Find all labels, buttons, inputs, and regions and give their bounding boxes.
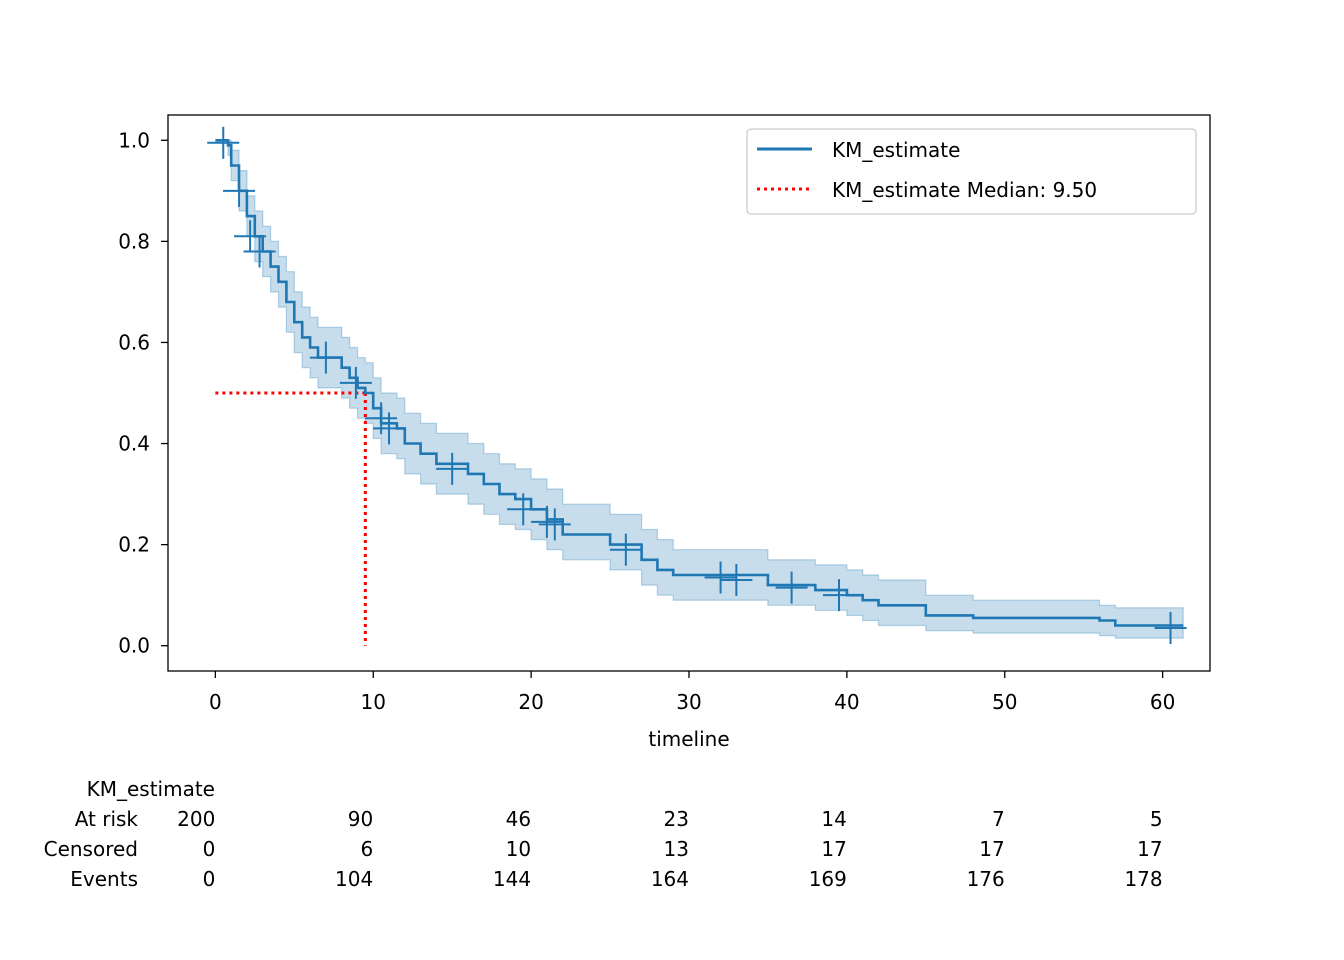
y-tick-label: 0.8 bbox=[118, 229, 150, 253]
at-risk-cell: 169 bbox=[809, 867, 847, 891]
censor-mark bbox=[704, 561, 737, 594]
at-risk-cell: 5 bbox=[1150, 807, 1163, 831]
censor-mark bbox=[775, 571, 808, 604]
at-risk-table: KM_estimate At risk 200 90 46 23 14 7 5 Censored… bbox=[44, 777, 1163, 891]
censor-mark bbox=[822, 579, 855, 612]
at-risk-row-label: Events bbox=[70, 867, 138, 891]
legend-label-estimate: KM_estimate bbox=[832, 138, 960, 162]
at-risk-cell: 17 bbox=[979, 837, 1004, 861]
at-risk-table-title: KM_estimate bbox=[87, 777, 215, 801]
x-tick-label: 10 bbox=[361, 690, 386, 714]
y-tick-label: 1.0 bbox=[118, 128, 150, 152]
legend: KM_estimate KM_estimate Median: 9.50 bbox=[746, 128, 1197, 215]
y-tick-label: 0.4 bbox=[118, 432, 150, 456]
censor-mark bbox=[373, 412, 406, 445]
censor-mark bbox=[538, 508, 571, 541]
at-risk-cell: 13 bbox=[664, 837, 689, 861]
at-risk-cell: 10 bbox=[506, 837, 531, 861]
x-tick-label: 20 bbox=[518, 690, 543, 714]
at-risk-cell: 7 bbox=[992, 807, 1005, 831]
censor-mark bbox=[243, 235, 276, 268]
y-axis: 0.0 0.2 0.4 0.6 0.8 1.0 bbox=[118, 128, 168, 658]
at-risk-cell: 90 bbox=[348, 807, 373, 831]
x-tick-label: 60 bbox=[1150, 690, 1175, 714]
x-tick-label: 40 bbox=[834, 690, 859, 714]
at-risk-cell: 164 bbox=[651, 867, 689, 891]
at-risk-cell: 104 bbox=[335, 867, 373, 891]
at-risk-cell: 17 bbox=[821, 837, 846, 861]
censor-mark bbox=[223, 174, 256, 207]
at-risk-cell: 176 bbox=[967, 867, 1005, 891]
at-risk-cell: 178 bbox=[1124, 867, 1162, 891]
at-risk-cell: 200 bbox=[177, 807, 215, 831]
at-risk-cell: 17 bbox=[1137, 837, 1162, 861]
x-axis: 0 10 20 30 40 50 60 bbox=[209, 671, 1175, 714]
y-tick-label: 0.0 bbox=[118, 634, 150, 658]
legend-box bbox=[746, 128, 1197, 215]
at-risk-row-label: Censored bbox=[44, 837, 138, 861]
at-risk-cell: 46 bbox=[506, 807, 531, 831]
x-tick-label: 50 bbox=[992, 690, 1017, 714]
censor-mark bbox=[234, 220, 267, 253]
at-risk-row-label: At risk bbox=[75, 807, 139, 831]
censor-mark bbox=[530, 505, 563, 538]
at-risk-cell: 23 bbox=[664, 807, 689, 831]
censor-mark bbox=[1154, 612, 1187, 645]
at-risk-cell: 0 bbox=[203, 837, 216, 861]
at-risk-cell: 6 bbox=[361, 837, 374, 861]
x-axis-label: timeline bbox=[648, 727, 729, 751]
at-risk-cell: 14 bbox=[821, 807, 846, 831]
y-tick-label: 0.2 bbox=[118, 533, 150, 557]
y-tick-label: 0.6 bbox=[118, 330, 150, 354]
censor-mark bbox=[339, 366, 372, 399]
censor-mark bbox=[609, 533, 642, 566]
censor-mark bbox=[436, 452, 469, 485]
at-risk-cell: 0 bbox=[203, 867, 216, 891]
censor-mark bbox=[507, 493, 540, 526]
legend-label-median: KM_estimate Median: 9.50 bbox=[832, 178, 1097, 202]
confidence-band bbox=[215, 139, 1184, 639]
x-tick-label: 30 bbox=[676, 690, 701, 714]
censor-mark bbox=[309, 341, 342, 374]
censor-mark bbox=[720, 564, 753, 597]
x-tick-label: 0 bbox=[209, 690, 222, 714]
km-estimate-line bbox=[215, 139, 1184, 627]
at-risk-cell: 144 bbox=[493, 867, 531, 891]
censor-mark bbox=[207, 126, 240, 159]
